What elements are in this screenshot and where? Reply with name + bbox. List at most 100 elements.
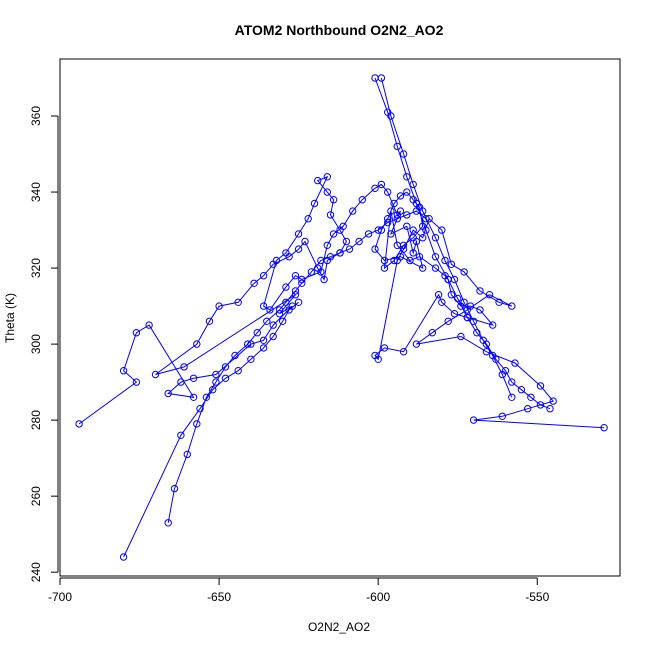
data-point [314, 176, 322, 185]
data-point [164, 389, 172, 398]
data-point [419, 264, 427, 272]
data-point [403, 211, 411, 219]
data-point [387, 112, 395, 120]
y-axis: 240 260 280 300 320 340 360 [29, 106, 59, 582]
data-point [282, 298, 290, 306]
x-axis-label: O2N2_AO2 [308, 620, 370, 634]
data-point [377, 74, 386, 82]
series-line [167, 210, 427, 523]
data-point [151, 370, 160, 379]
data-point [326, 253, 335, 261]
data-point [489, 321, 497, 329]
data-point [495, 298, 503, 306]
data-point [403, 222, 411, 231]
data-point [234, 367, 242, 375]
data-point [323, 241, 331, 250]
data-point [428, 329, 436, 337]
data-point [119, 367, 128, 375]
data-point [177, 431, 185, 439]
data-point [399, 245, 408, 253]
data-point [371, 245, 379, 253]
data-point [75, 420, 83, 428]
data-point [205, 317, 214, 325]
series-layer [75, 74, 608, 561]
chart-title: ATOM2 Northbound O2N2_AO2 [235, 22, 444, 38]
data-point [358, 196, 366, 204]
data-point [390, 256, 398, 265]
data-point [409, 226, 417, 234]
series-3 [164, 207, 430, 527]
y-tick-label: 340 [29, 182, 43, 202]
data-point [390, 199, 398, 208]
data-point [342, 237, 351, 246]
data-point [253, 329, 261, 337]
data-point [301, 237, 309, 246]
data-point [457, 332, 465, 341]
data-point [600, 424, 608, 432]
data-point [450, 275, 459, 284]
data-point [250, 279, 258, 287]
data-point [393, 215, 401, 223]
data-point [511, 359, 519, 367]
data-point [285, 306, 293, 314]
data-point [323, 188, 331, 196]
data-point [498, 412, 506, 420]
data-point [412, 340, 421, 348]
data-point [384, 188, 392, 196]
data-point [422, 226, 430, 234]
data-point [269, 321, 277, 329]
data-point [282, 249, 290, 257]
data-point [536, 382, 545, 390]
data-point [431, 253, 440, 261]
data-point [364, 230, 373, 238]
data-point [384, 218, 392, 227]
data-point [345, 245, 354, 253]
data-point [119, 553, 128, 561]
data-point [336, 249, 344, 257]
data-point [396, 192, 405, 200]
data-point [323, 173, 331, 181]
data-point [132, 378, 141, 386]
data-point [387, 207, 395, 215]
data-point [431, 264, 440, 272]
data-point [189, 374, 198, 382]
data-point [294, 245, 303, 253]
data-point [444, 317, 452, 325]
data-point [489, 351, 497, 360]
series-4 [371, 74, 554, 413]
data-point [298, 279, 306, 287]
x-tick-label: -700 [48, 590, 72, 604]
data-point [460, 268, 468, 276]
data-point [415, 253, 424, 261]
x-tick-label: -650 [207, 590, 231, 604]
data-point [329, 196, 338, 204]
data-point [546, 405, 554, 413]
data-point [438, 226, 446, 234]
data-point [304, 215, 312, 223]
data-point [517, 386, 526, 394]
data-point [479, 336, 487, 344]
data-point [263, 317, 271, 325]
data-point [202, 393, 211, 401]
data-point [269, 332, 277, 341]
data-point [409, 249, 417, 257]
data-point [320, 275, 328, 284]
data-point [132, 329, 141, 337]
data-point [164, 519, 172, 527]
data-point [399, 348, 408, 356]
data-point [380, 256, 389, 265]
data-point [524, 405, 532, 413]
data-point [422, 215, 430, 223]
data-point [399, 150, 408, 158]
data-point [485, 291, 494, 299]
data-point [508, 302, 516, 310]
data-point [371, 184, 379, 193]
data-point [441, 256, 449, 265]
data-point [215, 302, 223, 310]
data-point [403, 188, 411, 196]
data-point [434, 291, 443, 299]
data-point [406, 256, 414, 265]
data-point [476, 287, 484, 295]
x-axis: -700 -650 -600 -550 [48, 577, 550, 604]
data-point [294, 298, 303, 306]
